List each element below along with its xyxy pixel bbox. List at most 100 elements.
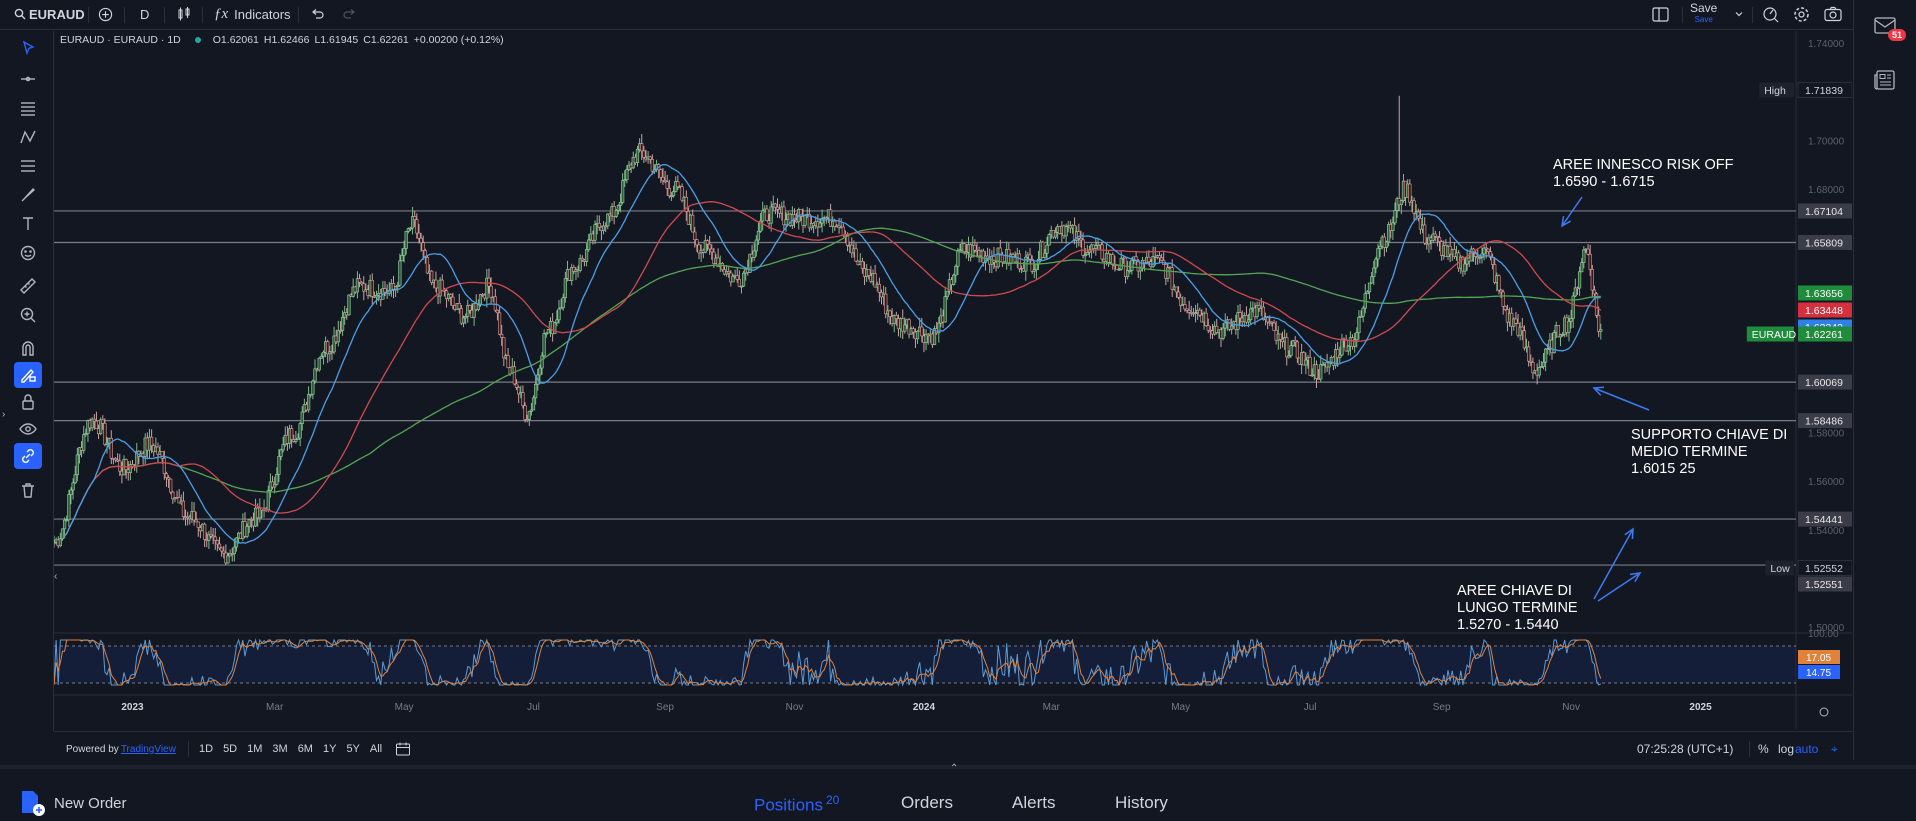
log-toggle[interactable]: log bbox=[1778, 742, 1795, 756]
chart-area[interactable]: 1.740001.700001.680001.600001.580001.560… bbox=[54, 31, 1852, 729]
expand-panel-icon[interactable]: ⌃ bbox=[950, 763, 959, 774]
chart-type-button[interactable] bbox=[176, 0, 192, 28]
price-label-value: 1.71839 bbox=[1805, 85, 1843, 97]
gear-icon bbox=[1794, 6, 1809, 22]
candle-body bbox=[1308, 357, 1312, 376]
candle-body bbox=[1374, 258, 1378, 269]
tab-alerts[interactable]: Alerts bbox=[1012, 793, 1056, 812]
candle-body bbox=[370, 279, 374, 297]
candle-body bbox=[705, 240, 710, 245]
candle-body bbox=[406, 228, 410, 232]
candle-body bbox=[99, 419, 103, 435]
range-1d[interactable]: 1D bbox=[199, 743, 214, 755]
candle-body bbox=[1293, 340, 1297, 343]
right-sidebar: 51 bbox=[1853, 0, 1916, 760]
tradingview-link[interactable]: TradingView bbox=[120, 743, 176, 755]
undo-button[interactable] bbox=[310, 0, 324, 28]
quick-search-button[interactable] bbox=[1762, 0, 1779, 28]
text-tool[interactable] bbox=[14, 211, 42, 237]
candle-body bbox=[1227, 319, 1232, 330]
scroll-left-icon[interactable]: ‹ bbox=[54, 571, 58, 582]
add-circle-icon bbox=[98, 7, 113, 21]
new-order-button[interactable]: New Order bbox=[18, 789, 127, 817]
timeframe-button[interactable]: D bbox=[140, 0, 149, 28]
save-menu-button[interactable] bbox=[1734, 0, 1744, 28]
lock-tool[interactable] bbox=[14, 389, 42, 415]
compare-button[interactable] bbox=[98, 0, 113, 28]
price-tick-label: 1.70000 bbox=[1808, 136, 1845, 147]
candle-body bbox=[1111, 254, 1115, 266]
range-6m[interactable]: 6M bbox=[297, 743, 313, 755]
tab-history[interactable]: History bbox=[1115, 793, 1168, 812]
sync-drawings-tool[interactable] bbox=[14, 443, 42, 469]
indicators-button[interactable]: ƒx Indicators bbox=[214, 0, 291, 28]
candle-body bbox=[1319, 364, 1323, 380]
stay-drawing-tool[interactable] bbox=[14, 362, 42, 388]
time-settings-icon bbox=[1819, 707, 1829, 717]
candle-body bbox=[525, 419, 529, 421]
fib-tool[interactable] bbox=[14, 95, 42, 121]
time-tick-label: May bbox=[395, 702, 414, 713]
cursor-tool[interactable] bbox=[14, 35, 42, 61]
candle-body bbox=[222, 550, 226, 554]
candle-body bbox=[884, 293, 888, 315]
measure-tool[interactable] bbox=[14, 273, 42, 299]
tab-positions[interactable]: Positions 20 bbox=[754, 793, 839, 816]
candle-body bbox=[956, 249, 960, 267]
candle-body bbox=[1179, 297, 1183, 306]
candle-body bbox=[360, 281, 364, 285]
hide-tool[interactable] bbox=[14, 416, 42, 442]
messages-button[interactable] bbox=[1874, 16, 1898, 41]
candle-body bbox=[1336, 349, 1340, 358]
range-all[interactable]: All bbox=[369, 743, 383, 755]
pattern-tool[interactable] bbox=[14, 124, 42, 150]
candle-body bbox=[340, 317, 345, 331]
powered-by-label: Powered by bbox=[66, 743, 119, 755]
percent-toggle[interactable]: % bbox=[1758, 742, 1769, 756]
candle-body bbox=[650, 159, 654, 172]
time-tick-label: May bbox=[1171, 702, 1190, 713]
candle-body bbox=[1100, 244, 1104, 260]
candle-body bbox=[1599, 329, 1603, 332]
news-button[interactable] bbox=[1874, 70, 1896, 95]
zoom-tool[interactable] bbox=[14, 302, 42, 328]
range-3m[interactable]: 3M bbox=[272, 743, 288, 755]
symbol-search[interactable]: EURAUD bbox=[14, 0, 85, 28]
candle-body bbox=[103, 423, 107, 445]
candle-body bbox=[1157, 255, 1162, 259]
candles-group bbox=[54, 95, 1603, 566]
magnet-tool[interactable] bbox=[14, 335, 42, 361]
candle-body bbox=[1255, 305, 1259, 318]
brush-tool[interactable] bbox=[14, 182, 42, 208]
ruler-icon bbox=[20, 278, 36, 294]
search-icon bbox=[14, 8, 26, 20]
emoji-tool[interactable] bbox=[14, 240, 42, 266]
settings-button[interactable] bbox=[1793, 0, 1810, 28]
collapse-toolbar-icon[interactable]: › bbox=[2, 409, 6, 420]
goto-date-button[interactable] bbox=[395, 741, 411, 762]
candle-body bbox=[758, 220, 763, 232]
snapshot-button[interactable] bbox=[1824, 0, 1842, 28]
trend-line-tool[interactable] bbox=[14, 66, 42, 92]
tab-orders[interactable]: Orders bbox=[901, 793, 953, 812]
redo-button[interactable] bbox=[343, 0, 357, 28]
range-5d[interactable]: 5D bbox=[223, 743, 238, 755]
candle-body bbox=[1085, 252, 1089, 256]
layout-toggle-button[interactable] bbox=[1652, 0, 1669, 28]
price-tick-label: 1.68000 bbox=[1808, 185, 1845, 196]
candle-body bbox=[277, 456, 281, 475]
range-1y[interactable]: 1Y bbox=[322, 743, 337, 755]
candle-body bbox=[1357, 316, 1361, 334]
projection-tool[interactable] bbox=[14, 153, 42, 179]
auto-toggle[interactable]: auto bbox=[1795, 742, 1819, 756]
candle-body bbox=[417, 232, 421, 239]
price-chart[interactable]: 1.740001.700001.680001.600001.580001.560… bbox=[54, 31, 1852, 729]
arrow-long-upper-head bbox=[1624, 527, 1634, 540]
range-1m[interactable]: 1M bbox=[247, 743, 263, 755]
save-button[interactable]: Save Save bbox=[1690, 0, 1717, 28]
range-5y[interactable]: 5Y bbox=[346, 743, 360, 755]
clock[interactable]: 07:25:28 (UTC+1) bbox=[1637, 742, 1734, 756]
arrow-long-upper bbox=[1593, 528, 1634, 600]
chart-settings-icon[interactable]: ⌖ bbox=[1831, 741, 1838, 756]
remove-tool[interactable] bbox=[14, 477, 42, 503]
